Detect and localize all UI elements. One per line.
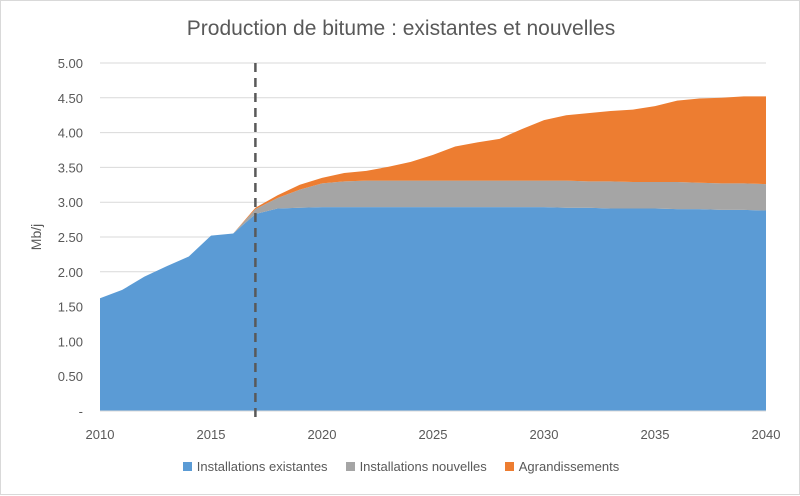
- legend-item-new: Installations nouvelles: [345, 459, 487, 474]
- legend-label: Agrandissements: [518, 459, 620, 474]
- legend-swatch: [504, 462, 514, 471]
- y-tick-label: 3.50: [58, 160, 83, 175]
- y-tick-label: -: [79, 404, 83, 419]
- area-series-1: [100, 180, 766, 299]
- legend-label: Installations existantes: [196, 459, 328, 474]
- legend: Installations existantes Installations n…: [1, 459, 800, 474]
- y-axis-label: Mb/j: [28, 224, 44, 250]
- y-tick-label: 2.00: [58, 265, 83, 280]
- legend-swatch: [182, 462, 192, 471]
- legend-label: Installations nouvelles: [359, 459, 487, 474]
- x-tick-label: 2020: [308, 427, 337, 442]
- y-tick-label: 4.00: [58, 126, 83, 141]
- legend-swatch: [345, 462, 355, 471]
- legend-item-expansions: Agrandissements: [504, 459, 620, 474]
- chart-title: Production de bitume : existantes et nou…: [186, 17, 616, 40]
- area-series-0: [100, 207, 766, 411]
- area-series-2: [100, 96, 766, 299]
- x-tick-label: 2015: [197, 427, 226, 442]
- x-tick-label: 2035: [641, 427, 670, 442]
- y-tick-label: 1.00: [58, 334, 83, 349]
- y-tick-label: 3.00: [58, 195, 83, 210]
- y-tick-label: 2.50: [58, 230, 83, 245]
- y-tick-label: 1.50: [58, 300, 83, 315]
- legend-item-existing: Installations existantes: [182, 459, 328, 474]
- x-tick-label: 2010: [86, 427, 115, 442]
- y-tick-label: 5.00: [58, 56, 83, 71]
- x-tick-label: 2040: [752, 427, 781, 442]
- x-tick-label: 2030: [530, 427, 559, 442]
- y-tick-label: 0.50: [58, 369, 83, 384]
- y-tick-label: 4.50: [58, 91, 83, 106]
- x-tick-label: 2025: [419, 427, 448, 442]
